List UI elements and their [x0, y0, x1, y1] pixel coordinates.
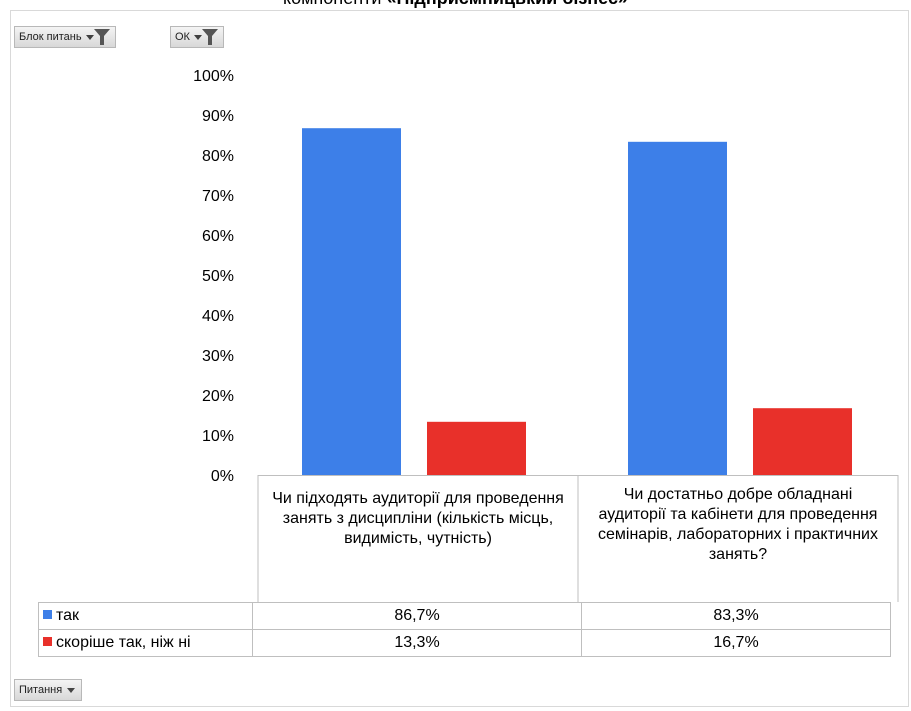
legend-entry-tak: так: [38, 602, 253, 630]
bar-tak-2: [628, 141, 727, 476]
y-tick-label: 50%: [202, 268, 234, 285]
y-tick-label: 80%: [202, 148, 234, 165]
questions-filter-button[interactable]: Питання: [14, 679, 83, 701]
legend-swatch: [43, 637, 52, 646]
bar-tak-1: [302, 128, 401, 475]
y-tick-label: 90%: [202, 108, 234, 125]
data-label-skorishe-1: 13,3%: [252, 629, 582, 657]
category-label-1: Чи підходять аудиторії для проведення за…: [272, 490, 564, 547]
data-label-tak-1: 86,7%: [252, 602, 582, 630]
bar-skorishe-2: [753, 408, 852, 475]
table-row-skorishe: скоріше так, ніж ні 13,3% 16,7%: [38, 629, 891, 657]
data-table: так 86,7% 83,3% скоріше так, ніж ні 13,3…: [38, 602, 891, 657]
y-tick-label: 0%: [211, 468, 234, 485]
y-tick-label: 30%: [202, 348, 234, 365]
y-tick-label: 70%: [202, 188, 234, 205]
legend-entry-skorishe: скоріше так, ніж ні: [38, 629, 253, 657]
chevron-down-icon: [67, 688, 76, 693]
table-row-tak: так 86,7% 83,3%: [38, 602, 891, 630]
block-filter-button[interactable]: Блок питань: [14, 26, 116, 48]
ok-filter-label: ОК: [175, 31, 190, 43]
legend-swatch: [43, 610, 52, 619]
data-label-skorishe-2: 16,7%: [581, 629, 891, 657]
y-tick-label: 10%: [202, 428, 234, 445]
questions-filter-label: Питання: [19, 684, 63, 696]
y-tick-label: 20%: [202, 388, 234, 405]
chart-title: компоненти «Підприємницький бізнес»: [0, 0, 911, 9]
filter-icon: [193, 29, 218, 45]
chart-frame: [10, 10, 909, 707]
block-filter-label: Блок питань: [19, 31, 82, 43]
bar-skorishe-1: [427, 421, 526, 475]
y-tick-label: 40%: [202, 308, 234, 325]
y-tick-label: 100%: [193, 68, 234, 85]
ok-filter-button[interactable]: ОК: [170, 26, 224, 48]
category-label-2: Чи достатньо добре обладнані аудиторії т…: [598, 486, 878, 563]
data-label-tak-2: 83,3%: [581, 602, 891, 630]
filter-icon: [85, 29, 110, 45]
y-tick-label: 60%: [202, 228, 234, 245]
